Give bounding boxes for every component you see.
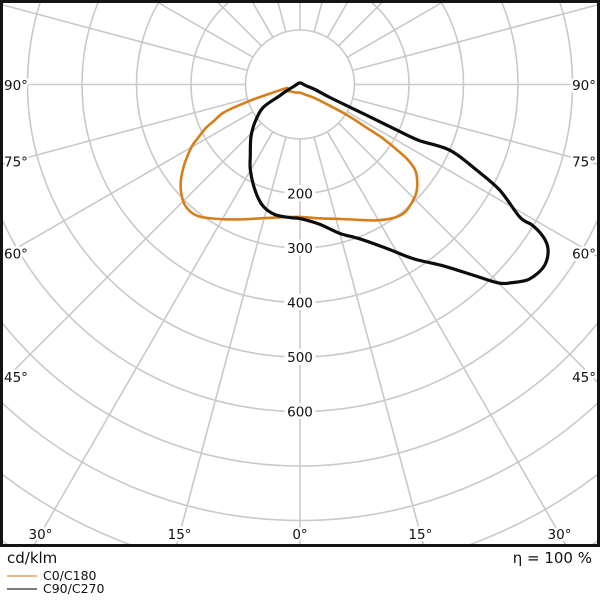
legend-item: C90/C270 bbox=[7, 580, 105, 596]
grid-spoke bbox=[346, 111, 597, 257]
angle-tick-label-right: 45° bbox=[572, 370, 596, 386]
chart-frame bbox=[0, 0, 600, 547]
grid-spoke bbox=[337, 122, 597, 383]
angle-tick-label-right: 75° bbox=[572, 155, 596, 171]
angle-tick-label-left: 60° bbox=[4, 247, 28, 263]
radial-tick-label: 400 bbox=[287, 296, 313, 312]
grid-spoke bbox=[352, 97, 597, 165]
chart-footer: cd/klm η = 100 % C0/C180 C90/C270 bbox=[0, 548, 600, 600]
grid-spoke bbox=[176, 136, 287, 544]
c0-c180-line-swatch bbox=[7, 575, 37, 578]
angle-tick-label-right: 90° bbox=[572, 78, 596, 94]
grid-spoke bbox=[326, 3, 349, 38]
grid-spoke bbox=[33, 131, 274, 544]
grid-spoke bbox=[3, 97, 248, 165]
angle-tick-label-right: 60° bbox=[572, 247, 596, 263]
angle-tick-label-left: 45° bbox=[4, 370, 28, 386]
c0-c180-curve bbox=[179, 86, 419, 222]
tick-label-bg bbox=[284, 239, 316, 256]
radial-tick-label: 300 bbox=[287, 241, 313, 257]
efficiency-label: η = 100 % bbox=[512, 549, 592, 567]
angle-tick-label-bottom: 0° bbox=[292, 527, 307, 543]
grid-spoke bbox=[3, 122, 263, 383]
tick-label-bg bbox=[284, 348, 316, 365]
tick-label-bg bbox=[284, 294, 316, 310]
tick-label-bg bbox=[284, 403, 316, 419]
tick-label-bg bbox=[284, 185, 316, 201]
angle-tick-label-bottom: 15° bbox=[408, 527, 432, 543]
polar-chart-canvas: 200 300 400 500 600 90° 90° 75° 75° 60° 60° 45° 45° 3… bbox=[0, 0, 600, 547]
legend-label-c90-c270: C90/C270 bbox=[43, 580, 105, 596]
angle-tick-label-bottom: 30° bbox=[548, 527, 572, 543]
radial-tick-label: 600 bbox=[287, 405, 313, 421]
legend-label-c0-c180: C0/C180 bbox=[43, 568, 97, 584]
grid-spoke bbox=[3, 111, 254, 257]
c90-c270-curve bbox=[248, 81, 550, 286]
grid-spoke bbox=[252, 3, 274, 38]
grid-spoke bbox=[352, 4, 597, 72]
grid-spoke bbox=[3, 4, 248, 72]
angle-tick-label-left: 90° bbox=[4, 78, 28, 94]
legend: C0/C180 C90/C270 bbox=[7, 570, 104, 595]
legend-item: C0/C180 bbox=[7, 570, 104, 583]
grid-spoke bbox=[326, 131, 567, 544]
angle-tick-label-bottom: 15° bbox=[168, 527, 192, 543]
angle-tick-label-left: 75° bbox=[4, 155, 28, 171]
chart-area: 200 300 400 500 600 90° 90° 75° 75° 60° 60° 45° 45° 3… bbox=[3, 3, 597, 544]
grid-spoke bbox=[346, 3, 443, 58]
unit-label: cd/klm bbox=[7, 549, 58, 567]
c90-c270-line-swatch bbox=[7, 587, 37, 590]
grid-spoke bbox=[313, 136, 424, 544]
radial-tick-label: 500 bbox=[287, 350, 313, 366]
radial-tick-label: 200 bbox=[287, 187, 313, 203]
angle-tick-label-bottom: 30° bbox=[29, 527, 53, 543]
grid-spoke bbox=[157, 3, 254, 58]
